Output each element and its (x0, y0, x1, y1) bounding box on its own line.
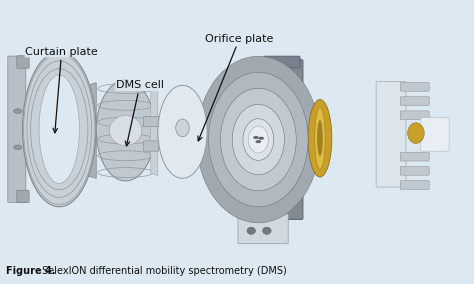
Text: SelexION differential mobility spectrometry (DMS): SelexION differential mobility spectrome… (39, 266, 287, 276)
FancyBboxPatch shape (400, 82, 429, 91)
FancyBboxPatch shape (144, 116, 159, 127)
Ellipse shape (158, 85, 207, 178)
Text: Curtain plate: Curtain plate (25, 47, 98, 133)
Circle shape (13, 109, 22, 113)
FancyBboxPatch shape (17, 190, 29, 202)
FancyBboxPatch shape (400, 152, 429, 161)
Ellipse shape (315, 107, 325, 169)
Ellipse shape (96, 80, 155, 181)
Circle shape (253, 136, 259, 139)
Text: DMS cell: DMS cell (116, 80, 164, 146)
FancyBboxPatch shape (376, 82, 406, 187)
Ellipse shape (204, 66, 313, 213)
Ellipse shape (39, 75, 80, 183)
Ellipse shape (209, 72, 308, 207)
FancyBboxPatch shape (144, 141, 159, 151)
Circle shape (255, 140, 261, 143)
FancyBboxPatch shape (400, 181, 429, 189)
Text: Orifice plate: Orifice plate (198, 34, 273, 141)
Ellipse shape (317, 120, 323, 156)
Ellipse shape (248, 126, 268, 153)
Circle shape (13, 145, 22, 150)
FancyBboxPatch shape (8, 56, 26, 202)
Ellipse shape (247, 227, 255, 234)
Polygon shape (83, 83, 96, 178)
Text: Figure 4.: Figure 4. (6, 266, 55, 276)
Ellipse shape (109, 115, 142, 146)
FancyBboxPatch shape (254, 60, 303, 220)
Ellipse shape (176, 119, 189, 137)
Ellipse shape (197, 56, 320, 223)
Ellipse shape (308, 99, 332, 177)
FancyBboxPatch shape (264, 56, 300, 68)
Ellipse shape (243, 119, 274, 160)
FancyBboxPatch shape (400, 111, 429, 120)
Ellipse shape (408, 123, 424, 143)
FancyBboxPatch shape (420, 118, 449, 151)
Circle shape (258, 137, 264, 140)
FancyBboxPatch shape (400, 97, 429, 105)
FancyBboxPatch shape (400, 166, 429, 175)
Ellipse shape (232, 104, 284, 175)
Ellipse shape (23, 52, 96, 207)
Ellipse shape (263, 227, 271, 234)
Polygon shape (151, 88, 158, 176)
FancyBboxPatch shape (17, 56, 29, 68)
Ellipse shape (220, 88, 296, 191)
FancyBboxPatch shape (238, 214, 288, 244)
